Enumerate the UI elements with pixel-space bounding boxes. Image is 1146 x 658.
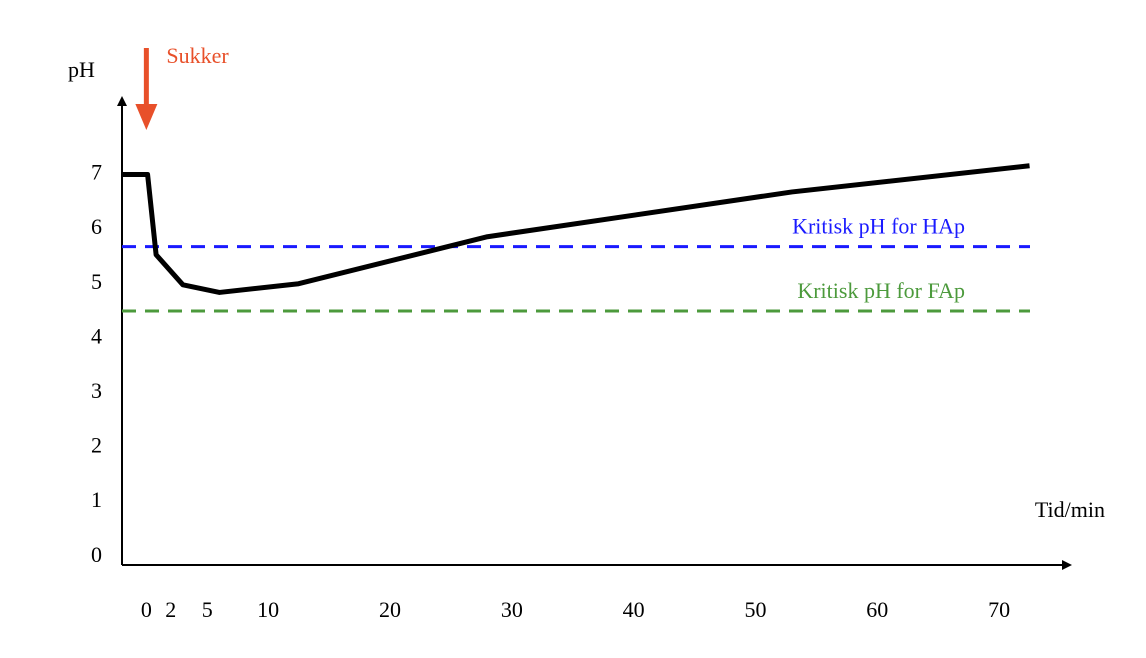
x-tick-label: 50 (744, 597, 766, 622)
reference-label: Kritisk pH for FAp (797, 278, 965, 303)
x-tick-label: 0 (141, 597, 152, 622)
x-tick-label: 2 (165, 597, 176, 622)
y-tick-label: 2 (91, 433, 102, 458)
x-tick-label: 20 (379, 597, 401, 622)
y-tick-label: 4 (91, 323, 102, 348)
y-tick-label: 1 (91, 487, 102, 512)
x-tick-label: 60 (866, 597, 888, 622)
annotation-text: Sukker (166, 43, 229, 68)
x-tick-label: 30 (501, 597, 523, 622)
reference-label: Kritisk pH for HAp (792, 214, 965, 239)
x-tick-label: 10 (257, 597, 279, 622)
y-tick-label: 5 (91, 269, 102, 294)
y-tick-label: 3 (91, 378, 102, 403)
y-tick-label: 7 (91, 160, 102, 185)
x-tick-label: 70 (988, 597, 1010, 622)
x-axis-label: Tid/min (1035, 497, 1105, 522)
x-tick-label: 5 (202, 597, 213, 622)
annotation-arrowhead (135, 104, 158, 130)
y-tick-label: 6 (91, 214, 102, 239)
data-line (122, 163, 1030, 295)
y-axis-label: pH (68, 57, 95, 82)
x-tick-label: 40 (623, 597, 645, 622)
y-tick-label: 0 (91, 542, 102, 567)
